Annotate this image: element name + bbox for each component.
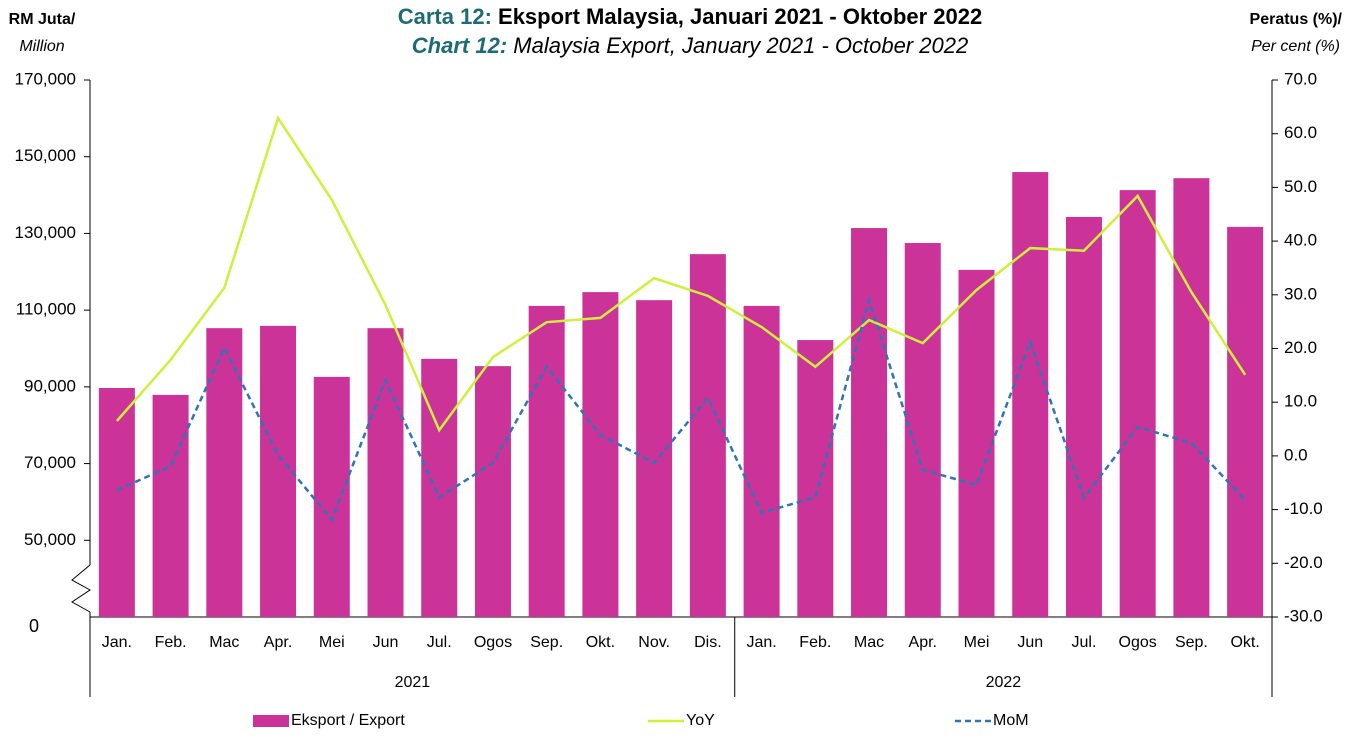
- y2-tick-label: 40.0: [1284, 231, 1317, 250]
- x-tick-label: Okt.: [1230, 634, 1259, 651]
- bar: [313, 376, 350, 617]
- bar: [636, 300, 673, 617]
- y-label: RM Juta/: [9, 11, 76, 28]
- bar: [797, 340, 834, 617]
- x-tick-label: Nov.: [638, 634, 670, 651]
- x-tick-label: Ogos: [474, 634, 512, 651]
- chart-title: Carta 12: Eksport Malaysia, Januari 2021…: [398, 4, 983, 29]
- title-prefix: Carta 12:: [398, 4, 492, 29]
- x-tick-label: Sep.: [530, 634, 563, 651]
- y-tick-label: 130,000: [15, 223, 76, 242]
- bar: [367, 328, 404, 617]
- x-tick-label: Sep.: [1175, 634, 1208, 651]
- legend-label: MoM: [993, 712, 1029, 729]
- bar: [1065, 216, 1102, 617]
- y-tick-label: 90,000: [24, 376, 76, 395]
- y-label: Million: [19, 38, 64, 55]
- bar: [851, 228, 888, 617]
- x-tick-label: Mei: [964, 634, 990, 651]
- bar: [582, 292, 619, 617]
- x-tick-label: Okt.: [586, 634, 615, 651]
- bar: [689, 254, 726, 618]
- subtitle-prefix: Chart 12:: [412, 33, 507, 58]
- x-tick-label: Feb.: [155, 634, 187, 651]
- x-tick-label: Jan.: [102, 634, 132, 651]
- y2-tick-label: 50.0: [1284, 177, 1317, 196]
- bar: [1012, 172, 1049, 618]
- bar: [1227, 226, 1264, 618]
- x-tick-label: Apr.: [909, 634, 937, 651]
- subtitle-text: Malaysia Export, January 2021 - October …: [513, 33, 968, 58]
- x-tick-label: Apr.: [264, 634, 292, 651]
- x-tick-label: Jul.: [1072, 634, 1097, 651]
- group-label: 2021: [395, 674, 431, 691]
- bar: [743, 305, 780, 617]
- bar: [421, 358, 458, 617]
- y-tick-label: 50,000: [24, 530, 76, 549]
- bar: [1173, 178, 1210, 618]
- y-tick-label: 70,000: [24, 453, 76, 472]
- line-series: [115, 115, 1247, 433]
- x-tick-label: Jan.: [746, 634, 776, 651]
- line-series: [116, 295, 1247, 523]
- axis-break: [71, 564, 91, 613]
- bar: [528, 305, 565, 617]
- x-tick-label: Mac: [209, 634, 239, 651]
- x-tick-label: Mei: [319, 634, 345, 651]
- y2-tick-label: -20.0: [1284, 553, 1323, 572]
- bar: [98, 388, 135, 617]
- y2-tick-label: -10.0: [1284, 499, 1323, 518]
- chart-subtitle: Chart 12: Malaysia Export, January 2021 …: [412, 33, 968, 58]
- legend-label: YoY: [686, 712, 715, 729]
- y2-tick-label: 70.0: [1284, 69, 1317, 88]
- x-tick-label: Ogos: [1119, 634, 1157, 651]
- axis-break-label: 0: [29, 616, 39, 636]
- bar: [958, 269, 995, 617]
- x-tick-label: Jul.: [427, 634, 452, 651]
- y2-label: Per cent (%): [1251, 38, 1340, 55]
- x-tick-label: Jun: [1017, 634, 1043, 651]
- y2-label: Peratus (%)/: [1250, 11, 1343, 28]
- bar: [904, 243, 941, 617]
- y-tick-label: 110,000: [16, 300, 76, 319]
- bar: [206, 328, 243, 617]
- bar: [474, 366, 511, 617]
- y2-tick-label: 10.0: [1284, 392, 1317, 411]
- y-tick-label: 150,000: [15, 146, 76, 165]
- x-tick-label: Jun: [373, 634, 399, 651]
- y2-tick-label: 20.0: [1284, 338, 1317, 357]
- legend-swatch: [253, 715, 289, 727]
- y2-tick-label: -30.0: [1284, 606, 1323, 625]
- y2-tick-label: 60.0: [1284, 123, 1317, 142]
- bar: [152, 394, 189, 617]
- bar: [260, 325, 297, 617]
- legend-label: Eksport / Export: [291, 712, 405, 729]
- x-tick-label: Feb.: [799, 634, 831, 651]
- title-text: Eksport Malaysia, Januari 2021 - Oktober…: [498, 4, 982, 29]
- y2-tick-label: 0.0: [1284, 445, 1308, 464]
- group-label: 2022: [986, 674, 1022, 691]
- y-tick-label: 170,000: [15, 69, 76, 88]
- bar: [1119, 190, 1156, 617]
- x-tick-label: Mac: [854, 634, 884, 651]
- x-tick-label: Dis.: [694, 634, 722, 651]
- y2-tick-label: 30.0: [1284, 284, 1317, 303]
